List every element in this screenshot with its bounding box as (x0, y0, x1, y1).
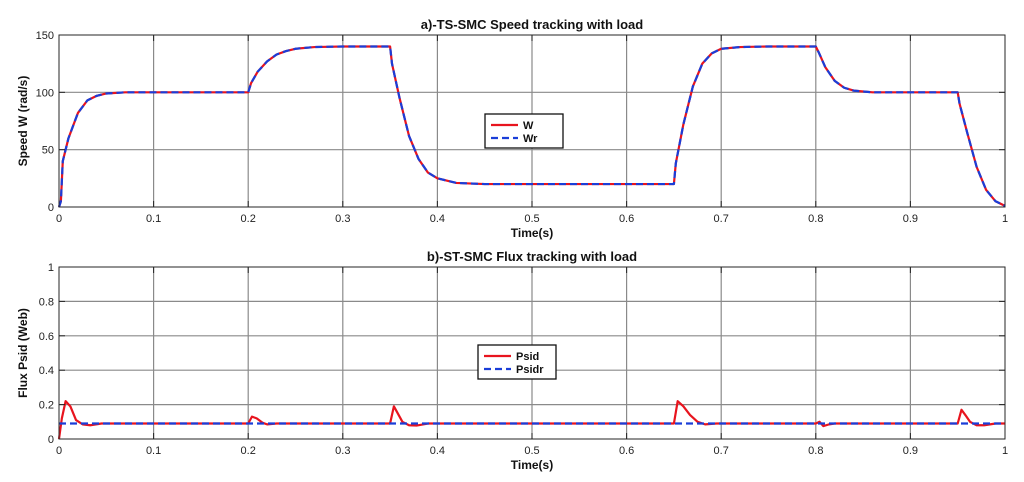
chart0-x-tick-label: 1 (1002, 213, 1008, 225)
chart0-legend-box (484, 113, 564, 149)
chart0-title: a)-TS-SMC Speed tracking with load (421, 17, 644, 32)
chart1-x-tick-label: 0.1 (146, 445, 161, 457)
chart1-y-tick-label: 0.6 (39, 331, 54, 343)
chart0-legend: WWr (484, 113, 564, 149)
chart1-x-tick-label: 1 (1002, 445, 1008, 457)
chart0-y-axis-label: Speed W (rad/s) (16, 76, 30, 167)
chart1-x-tick-label: 0.5 (524, 445, 539, 457)
chart0-y-tick-label: 0 (48, 202, 54, 214)
chart1-legend-label-psid: Psid (516, 351, 539, 363)
chart1-y-tick-label: 0 (48, 434, 54, 446)
chart0-series-w (57, 45, 1006, 208)
chart0-x-axis-label: Time(s) (511, 226, 553, 240)
chart1-x-tick-label: 0 (56, 445, 62, 457)
chart1-legend-label-psidr: Psidr (516, 364, 544, 376)
chart0-y-tick-label: 150 (36, 30, 54, 42)
chart0-y-tick-label: 50 (42, 145, 54, 157)
chart1-x-tick-label: 0.8 (808, 445, 823, 457)
chart0-x-tick-label: 0.3 (335, 213, 350, 225)
chart0-legend-label-w: W (523, 120, 534, 132)
chart0-x-tick-label: 0 (56, 213, 62, 225)
chart0-x-tick-label: 0.9 (903, 213, 918, 225)
chart1-y-tick-label: 0.2 (39, 400, 54, 412)
chart1-x-tick-label: 0.4 (430, 445, 445, 457)
chart1-y-tick-label: 0.4 (39, 365, 54, 377)
chart0-x-tick-label: 0.6 (619, 213, 634, 225)
chart0-y-tick-label: 100 (36, 87, 54, 99)
chart1-x-tick-label: 0.6 (619, 445, 634, 457)
chart1-y-tick-label: 0.8 (39, 296, 54, 308)
chart1-y-axis-label: Flux Psid (Web) (16, 308, 30, 398)
chart1-x-tick-label: 0.2 (241, 445, 256, 457)
chart1-x-axis-label: Time(s) (511, 458, 553, 472)
chart0-x-tick-label: 0.8 (808, 213, 823, 225)
chart1-x-tick-label: 0.9 (903, 445, 918, 457)
chart0-legend-label-wr: Wr (523, 133, 538, 145)
chart1-x-tick-label: 0.3 (335, 445, 350, 457)
chart0-x-tick-label: 0.5 (524, 213, 539, 225)
chart1-group: 0 0.1 0.2 0.3 0.4 0.5 0.6 0.7 0.8 0.9 1 0 0.2 0.4 0.6 0… (16, 249, 1008, 472)
chart1-x-tick-label: 0.7 (714, 445, 729, 457)
chart1-legend-box (477, 344, 557, 380)
chart0-x-tick-label: 0.4 (430, 213, 445, 225)
chart0-group: 0 0.1 0.2 0.3 0.4 0.5 0.6 0.7 0.8 0.9 1 0 50 100 150 a)… (16, 17, 1008, 240)
chart0-x-tick-label: 0.2 (241, 213, 256, 225)
chart0-x-tick-label: 0.7 (714, 213, 729, 225)
chart1-title: b)-ST-SMC Flux tracking with load (427, 249, 637, 264)
chart1-y-tick-label: 1 (48, 262, 54, 274)
chart0-x-tick-label: 0.1 (146, 213, 161, 225)
